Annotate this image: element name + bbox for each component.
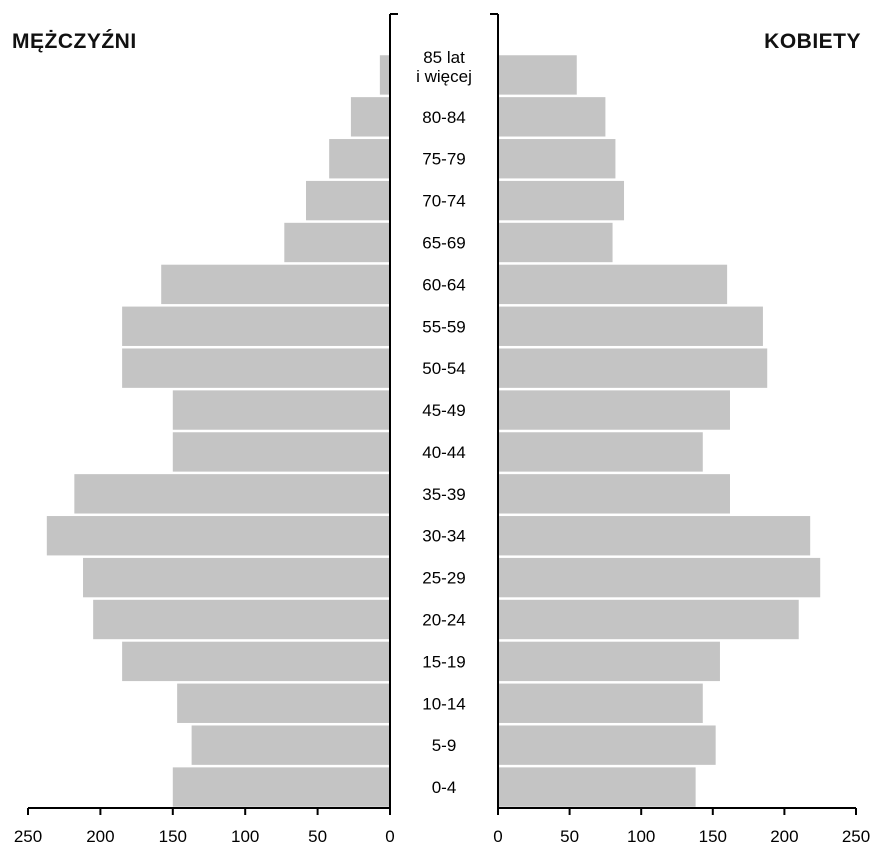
male-bar-45-49 [172, 390, 390, 430]
left-x-tick-label: 50 [308, 827, 327, 846]
age-label: 65-69 [422, 234, 465, 253]
female-title: KOBIETY [764, 30, 861, 53]
right-x-tick-label: 250 [842, 827, 870, 846]
age-label: 85 lat i więcej [416, 48, 472, 86]
male-bar-80-84 [350, 97, 390, 137]
right-x-tick-label: 200 [770, 827, 798, 846]
age-label: 35-39 [422, 485, 465, 504]
male-bar-75-79 [329, 139, 390, 179]
left-x-tick-label: 150 [159, 827, 187, 846]
female-bar-60-64 [498, 264, 728, 305]
male-bar-35-39 [74, 474, 390, 514]
age-label: 75-79 [422, 150, 465, 169]
age-label: 15-19 [422, 652, 465, 671]
female-bar-50-54 [498, 348, 768, 388]
female-bar-75-79 [498, 139, 616, 179]
male-bar-20-24 [93, 599, 390, 640]
right-x-tick-label: 0 [493, 827, 502, 846]
female-bar-55-59 [498, 306, 763, 346]
female-bar-45-49 [498, 390, 730, 430]
male-bar-50-54 [122, 348, 391, 388]
male-bar-55-59 [122, 306, 391, 346]
male-bar-0-4 [172, 767, 390, 807]
male-bar-10-14 [177, 683, 390, 723]
male-bar-85-lat-i-więcej [379, 55, 390, 95]
male-bar-70-74 [306, 180, 390, 221]
age-label: 60-64 [422, 275, 465, 294]
age-label: 50-54 [422, 359, 465, 378]
male-bar-15-19 [122, 641, 391, 682]
male-bar-60-64 [161, 264, 390, 305]
right-x-tick-label: 50 [560, 827, 579, 846]
female-bar-70-74 [498, 180, 625, 221]
female-bar-40-44 [498, 432, 703, 472]
female-bar-85-lat-i-więcej [498, 55, 577, 95]
age-label: 40-44 [422, 443, 465, 462]
female-bar-15-19 [498, 641, 720, 682]
age-label: 80-84 [422, 108, 465, 127]
age-label: 0-4 [432, 778, 457, 797]
male-bars [46, 55, 391, 807]
age-label: 45-49 [422, 401, 465, 420]
female-bar-35-39 [498, 474, 730, 514]
female-bar-80-84 [498, 97, 606, 137]
female-bar-0-4 [498, 767, 696, 807]
age-label: 5-9 [432, 736, 457, 755]
male-bar-5-9 [191, 725, 390, 765]
age-label: 30-34 [422, 527, 465, 546]
male-bar-30-34 [46, 516, 390, 556]
male-bar-65-69 [284, 222, 390, 263]
right-x-tick-label: 100 [627, 827, 655, 846]
female-bar-25-29 [498, 557, 821, 598]
age-label: 70-74 [422, 192, 465, 211]
left-x-tick-label: 0 [385, 827, 394, 846]
male-bar-25-29 [83, 557, 391, 598]
male-bar-40-44 [172, 432, 390, 472]
female-bar-10-14 [498, 683, 703, 723]
female-bar-65-69 [498, 222, 613, 263]
male-title: MĘŻCZYŹNI [12, 30, 137, 53]
left-x-tick-label: 250 [14, 827, 42, 846]
age-label: 10-14 [422, 694, 465, 713]
axes [27, 13, 857, 815]
age-label: 55-59 [422, 317, 465, 336]
right-x-tick-label: 150 [699, 827, 727, 846]
age-label: 20-24 [422, 611, 465, 630]
x-tick-labels: 250 200 150 100 50 0 0 50 100 150 200 250 [14, 827, 870, 846]
female-bar-20-24 [498, 599, 799, 640]
female-bars [498, 55, 821, 807]
female-bar-5-9 [498, 725, 716, 765]
left-x-tick-label: 100 [231, 827, 259, 846]
left-x-tick-label: 200 [86, 827, 114, 846]
age-group-labels: 0-4 5-9 10-14 15-19 20-24 25-29 30-34 35-39 40-4… [416, 48, 472, 797]
age-label: 25-29 [422, 569, 465, 588]
female-bar-30-34 [498, 516, 811, 556]
